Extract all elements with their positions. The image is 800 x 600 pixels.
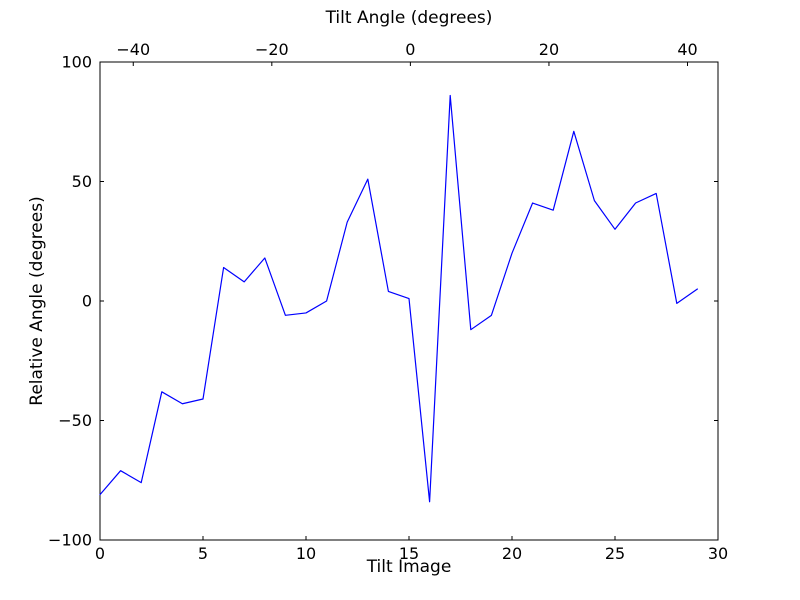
- y-tick-label: −100: [48, 531, 92, 550]
- top-tick-label: −40: [116, 40, 150, 59]
- x-tick-label: 15: [399, 544, 419, 563]
- top-tick-label: 0: [405, 40, 415, 59]
- top-tick-label: −20: [255, 40, 289, 59]
- x-tick-label: 5: [198, 544, 208, 563]
- x-tick-label: 25: [605, 544, 625, 563]
- x-tick-label: 10: [296, 544, 316, 563]
- x-axis-label: Tilt Image: [366, 557, 452, 577]
- y-tick-label: 50: [72, 172, 92, 191]
- top-axis-title: Tilt Angle (degrees): [325, 8, 493, 28]
- y-tick-label: −50: [58, 411, 92, 430]
- x-tick-label: 30: [708, 544, 728, 563]
- x-tick-label: 20: [502, 544, 522, 563]
- data-line-relative-angle: [99, 94, 699, 503]
- top-tick-label: 40: [677, 40, 697, 59]
- x-tick-label: 0: [95, 544, 105, 563]
- top-tick-label: 20: [539, 40, 559, 59]
- y-axis-label: Relative Angle (degrees): [27, 196, 47, 406]
- y-tick-label: 100: [61, 53, 92, 72]
- y-tick-label: 0: [82, 292, 92, 311]
